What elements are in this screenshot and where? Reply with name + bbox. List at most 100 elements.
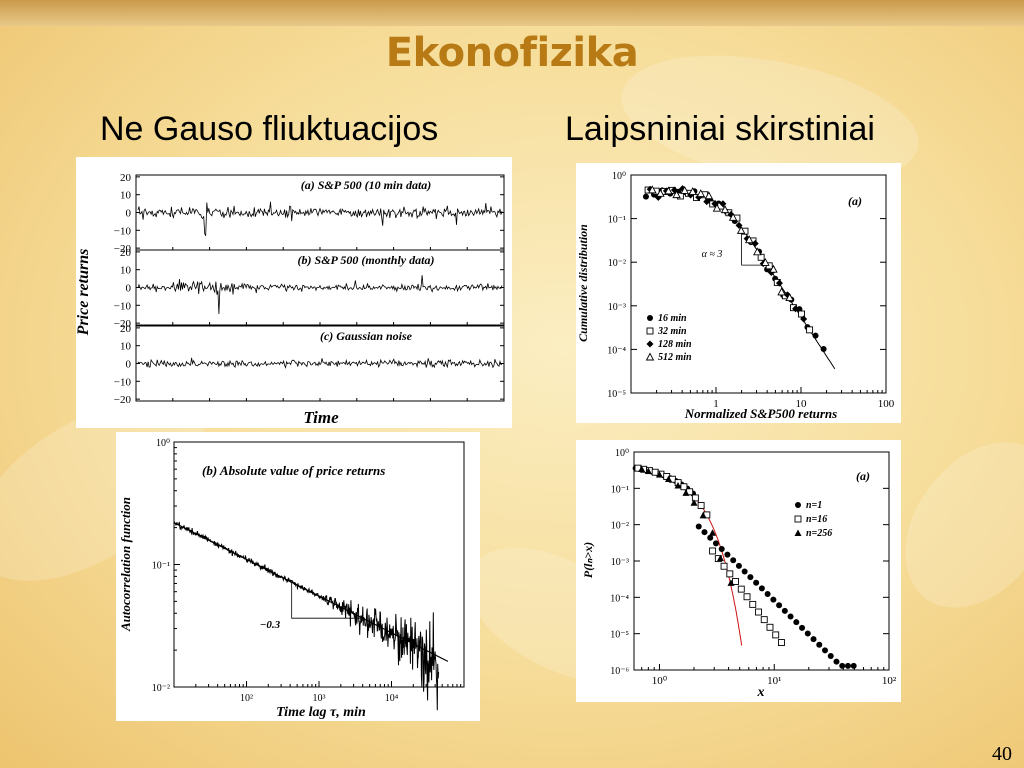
- y-tick-label: 10⁻²: [608, 258, 626, 269]
- data-point: [743, 593, 751, 601]
- legend-label: 512 min: [658, 352, 692, 363]
- legend-marker: [794, 529, 802, 536]
- slope-annotation: −0.3: [260, 619, 281, 631]
- y-tick-label: −20: [114, 394, 132, 406]
- data-point: [799, 624, 806, 631]
- data-point: [691, 494, 699, 502]
- data-point: [728, 212, 738, 221]
- fit-line: [173, 522, 449, 662]
- data-point: [757, 253, 765, 261]
- legend-label: n=1: [806, 500, 822, 511]
- data-point: [744, 235, 754, 244]
- y-tick-label: 10⁻⁵: [607, 389, 626, 400]
- tail-ylabel: P(lₙ>x): [581, 542, 595, 578]
- plot-frame: [630, 174, 887, 394]
- data-point: [664, 186, 673, 195]
- data-point: [764, 591, 771, 598]
- data-point: [704, 191, 714, 200]
- data-point: [753, 247, 762, 256]
- data-point: [755, 608, 762, 616]
- data-point: [775, 279, 783, 287]
- price-returns-xlabel: Time: [303, 408, 339, 427]
- data-point: [816, 641, 823, 648]
- data-point: [703, 198, 711, 206]
- data-point: [648, 185, 657, 194]
- x-tick-label: 10⁴: [385, 693, 399, 704]
- data-point: [642, 193, 649, 200]
- data-point: [720, 205, 730, 214]
- slide-title: Ekonofizika: [385, 30, 639, 76]
- data-point: [709, 529, 717, 536]
- data-point: [812, 332, 819, 339]
- data-point: [644, 467, 652, 474]
- tail-distribution-figure: 10⁰ 10¹ 10² 10⁰ 10⁻¹ 10⁻² 10⁻³ 10⁻⁴ 10⁻⁵ 10⁻⁶ (a)…: [576, 440, 901, 702]
- y-tick-label: 10⁻⁶: [610, 666, 629, 677]
- data-point: [800, 315, 808, 323]
- data-point: [651, 468, 659, 476]
- panel-label: (a): [856, 469, 870, 483]
- data-point: [735, 562, 742, 569]
- x-tick-label: 1: [713, 398, 719, 410]
- y-tick-label: 10⁻²: [611, 521, 629, 532]
- autocorrelation-series: [173, 521, 440, 711]
- y-tick-label: 20: [120, 172, 132, 184]
- data-point: [793, 619, 800, 626]
- data-point: [712, 540, 719, 547]
- series-line: [137, 357, 502, 369]
- data-point: [699, 511, 707, 519]
- y-tick-label: 0: [126, 283, 132, 295]
- y-tick-label: −10: [114, 300, 132, 312]
- data-point: [820, 346, 827, 353]
- data-point: [726, 570, 734, 578]
- x-tick-label: 10: [796, 398, 808, 410]
- data-point: [680, 185, 689, 194]
- data-point: [850, 662, 857, 669]
- legend-label: 32 min: [657, 326, 687, 337]
- plot-frame: [173, 441, 465, 688]
- data-point: [772, 631, 780, 639]
- data-point: [787, 613, 794, 620]
- data-point: [720, 562, 728, 570]
- y-tick-label: 10⁰: [612, 171, 626, 182]
- data-point: [695, 523, 702, 530]
- y-tick-label: −20: [114, 243, 132, 255]
- x-tick-label: 10²: [240, 693, 253, 704]
- y-tick-label: 10⁰: [156, 438, 170, 449]
- legend-marker: [646, 327, 654, 335]
- data-point: [727, 210, 735, 218]
- data-point: [688, 187, 697, 196]
- data-point: [778, 639, 785, 646]
- series-line: [137, 275, 503, 315]
- cumulative-xlabel: Normalized S&P500 returns: [684, 406, 837, 421]
- subplot-label: (a) S&P 500 (10 min data): [301, 178, 432, 192]
- data-point: [682, 489, 690, 496]
- price-returns-chart: 20 10 0 −10 −20 (a) S&P 500 (10 min data) 20 10…: [76, 172, 505, 427]
- legend-label: 16 min: [658, 313, 687, 324]
- y-tick-label: 10⁻¹: [152, 561, 170, 572]
- alpha-annotation: α ≈ 3: [702, 249, 723, 260]
- data-point: [785, 293, 794, 302]
- data-point: [749, 600, 757, 608]
- data-point: [679, 185, 687, 193]
- data-point: [751, 239, 759, 247]
- data-point: [655, 471, 663, 478]
- data-point: [719, 200, 727, 208]
- data-point: [810, 636, 817, 643]
- data-point: [839, 662, 846, 669]
- legend-label: n=16: [806, 514, 827, 525]
- data-point: [687, 191, 695, 199]
- price-returns-figure: 20 10 0 −10 −20 (a) S&P 500 (10 min data) 20 10…: [76, 157, 512, 428]
- data-point: [732, 578, 739, 585]
- y-tick-label: 10⁻¹: [608, 215, 626, 226]
- data-point: [833, 658, 840, 665]
- data-point: [747, 574, 754, 581]
- data-point: [760, 616, 768, 624]
- slope-triangle: [741, 228, 768, 266]
- page-number: 40: [992, 743, 1012, 765]
- data-point: [701, 529, 708, 536]
- data-point: [781, 607, 788, 614]
- x-tick-label: 100: [878, 398, 895, 410]
- data-point: [656, 188, 665, 197]
- y-tick-label: 10⁻⁵: [610, 630, 629, 641]
- y-tick-label: 20: [120, 247, 132, 259]
